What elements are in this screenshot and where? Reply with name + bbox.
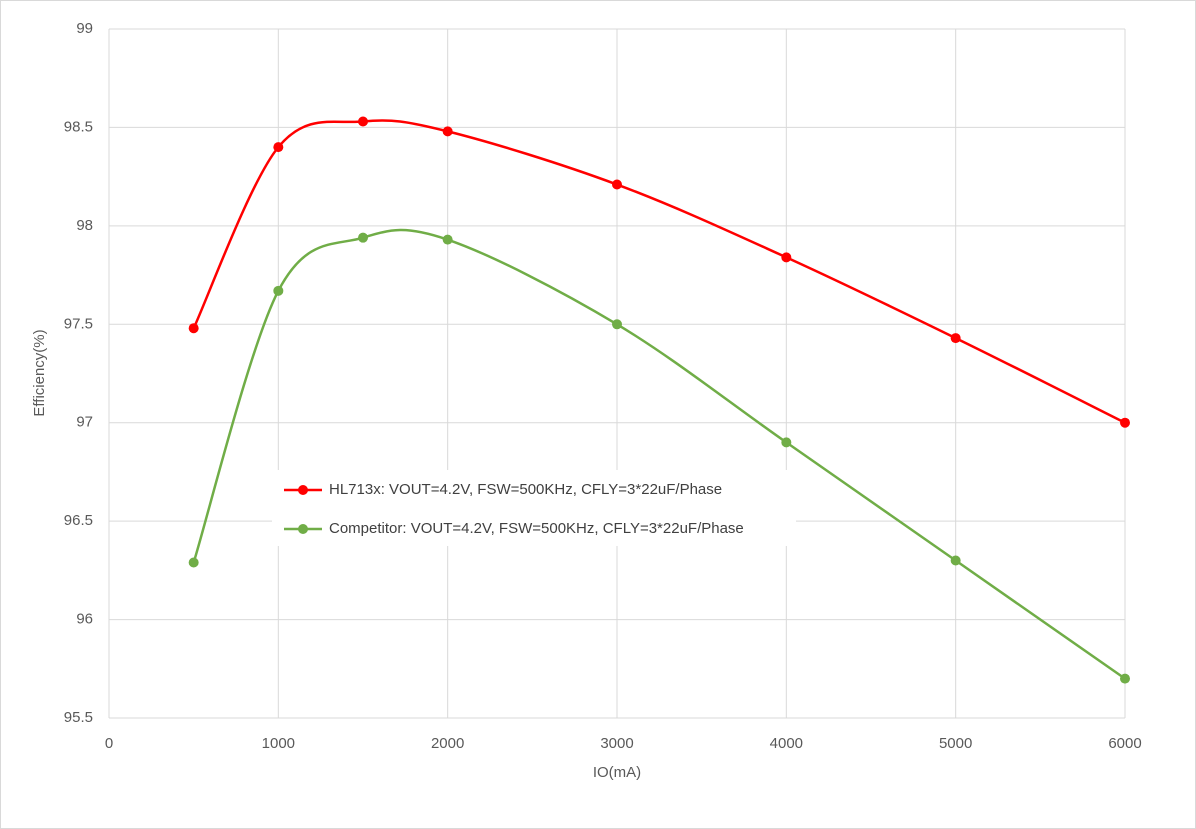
legend-box	[272, 470, 796, 546]
data-point	[950, 333, 961, 344]
data-point	[1120, 417, 1130, 428]
legend: HL713x: VOUT=4.2V, FSW=500KHz, CFLY=3*22…	[272, 470, 796, 546]
data-point	[950, 555, 961, 566]
y-axis-label: Efficiency(%)	[31, 329, 48, 416]
y-tick-label: 97.5	[64, 315, 93, 332]
data-point	[188, 557, 199, 568]
y-tick-label: 96.5	[64, 512, 93, 529]
x-tick-label: 6000	[1108, 735, 1141, 752]
data-point	[358, 232, 368, 243]
legend-marker	[298, 485, 308, 495]
data-point	[1120, 673, 1130, 684]
data-point	[442, 126, 453, 137]
data-point	[612, 179, 622, 190]
x-tick-label: 2000	[431, 735, 464, 752]
x-axis-label: IO(mA)	[593, 764, 641, 781]
y-tick-label: 95.5	[64, 709, 93, 726]
x-tick-label: 3000	[600, 735, 633, 752]
data-point	[188, 323, 199, 334]
plot	[188, 116, 1130, 684]
legend-label: Competitor: VOUT=4.2V, FSW=500KHz, CFLY=…	[329, 520, 744, 537]
data-point	[273, 285, 284, 296]
data-point	[442, 234, 453, 245]
data-point	[612, 319, 622, 330]
x-tick-label: 5000	[939, 735, 972, 752]
x-tick-label: 0	[105, 735, 113, 752]
data-point	[273, 142, 284, 153]
y-tick-label: 98.5	[64, 118, 93, 135]
y-tick-label: 96	[76, 611, 93, 628]
legend-marker	[298, 524, 308, 534]
y-tick-label: 98	[76, 217, 93, 234]
data-point	[781, 437, 792, 448]
x-tick-label: 4000	[770, 735, 803, 752]
y-tick-label: 99	[76, 20, 93, 37]
legend-label: HL713x: VOUT=4.2V, FSW=500KHz, CFLY=3*22…	[329, 481, 722, 498]
x-tick-label: 1000	[262, 735, 295, 752]
y-tick-label: 97	[76, 414, 93, 431]
data-point	[358, 116, 368, 127]
data-point	[781, 252, 792, 263]
